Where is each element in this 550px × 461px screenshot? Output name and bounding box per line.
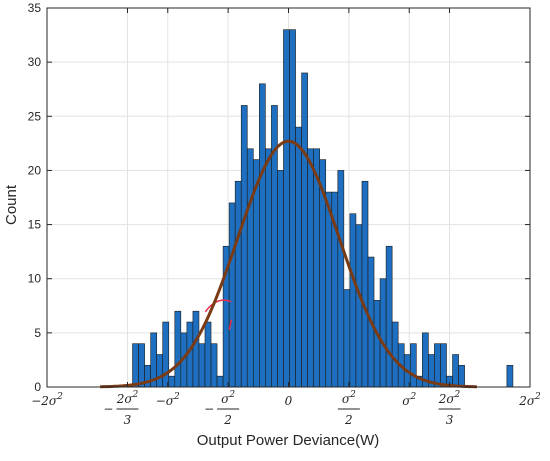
histogram-bar bbox=[283, 29, 290, 388]
histogram-bar bbox=[156, 354, 164, 388]
y-tick-label: 20 bbox=[28, 163, 42, 177]
histogram-bar bbox=[409, 343, 417, 388]
histogram-bar bbox=[434, 343, 441, 388]
x-tick-denominator: 3 bbox=[124, 413, 132, 427]
x-tick-denominator: 3 bbox=[446, 413, 454, 427]
histogram-bar bbox=[355, 224, 363, 388]
x-tick-label: 2σ2 3 bbox=[438, 390, 461, 427]
histogram-bar bbox=[349, 213, 357, 388]
x-tick-denominator: 2 bbox=[344, 413, 353, 427]
histogram-bar bbox=[174, 310, 182, 388]
fit-curve-layer bbox=[100, 139, 477, 389]
histogram-bar bbox=[132, 343, 139, 388]
histogram-bar bbox=[337, 170, 345, 388]
histogram-bars bbox=[132, 29, 514, 388]
normal-fit-curve bbox=[100, 139, 477, 389]
histogram-bar bbox=[234, 180, 242, 388]
x-tick-text: −σ2 bbox=[156, 392, 180, 408]
histogram-bar bbox=[325, 191, 333, 388]
histogram-bar bbox=[210, 343, 218, 388]
histogram-bar bbox=[259, 83, 266, 388]
histogram-bar bbox=[216, 375, 224, 388]
y-tick-label: 30 bbox=[28, 55, 42, 69]
annotation-marker bbox=[204, 299, 232, 313]
x-tick-denominator: 2 bbox=[223, 413, 232, 427]
x-tick-text: 0 bbox=[285, 394, 293, 408]
x-tick-label: −σ2 bbox=[156, 392, 180, 408]
histogram-bar bbox=[162, 321, 170, 388]
histogram-bar bbox=[228, 202, 236, 388]
x-tick-text: 2σ2 bbox=[518, 392, 541, 408]
x-tick-label: σ2 bbox=[402, 392, 416, 408]
histogram-bar bbox=[168, 375, 176, 388]
x-tick-sign: − bbox=[103, 402, 113, 416]
y-tick-label: 10 bbox=[28, 272, 42, 286]
histogram-bar bbox=[198, 343, 206, 388]
histogram-bar bbox=[379, 278, 387, 388]
y-tick-label: 25 bbox=[28, 109, 42, 123]
histogram-bar bbox=[391, 321, 399, 388]
y-axis-title: Count bbox=[3, 184, 20, 225]
histogram-bar bbox=[506, 365, 514, 388]
x-tick-label: −2σ2 3 bbox=[103, 390, 138, 427]
x-tick-text: σ2 bbox=[402, 392, 416, 408]
histogram-bar bbox=[301, 72, 308, 388]
histogram-bar bbox=[240, 105, 248, 388]
histogram-bar bbox=[361, 180, 369, 388]
histogram-bar bbox=[204, 321, 212, 388]
y-tick-labels: 0 5 10 15 20 25 30 35 bbox=[28, 1, 42, 394]
plot-frame bbox=[46, 7, 531, 388]
histogram-bar bbox=[343, 289, 351, 388]
x-tick-text: −2σ2 bbox=[31, 392, 63, 408]
histogram-bar bbox=[373, 300, 381, 388]
histogram-bar bbox=[458, 365, 465, 388]
histogram-bar bbox=[138, 343, 145, 388]
x-tick-numerator: 2σ2 bbox=[438, 390, 461, 406]
x-tick-sign: − bbox=[204, 402, 214, 416]
annotation-marker bbox=[228, 319, 233, 330]
y-tick-label: 35 bbox=[28, 1, 42, 15]
x-tick-label: −2σ2 bbox=[31, 392, 63, 408]
histogram-bar bbox=[385, 245, 393, 388]
y-tick-label: 15 bbox=[28, 218, 42, 232]
y-tick-label: 5 bbox=[34, 326, 41, 340]
x-tick-label: σ2 2 bbox=[337, 390, 360, 427]
histogram-bar bbox=[192, 310, 200, 388]
y-tick-label: 0 bbox=[34, 380, 41, 394]
histogram-bar bbox=[289, 29, 296, 388]
x-tick-label: −σ2 2 bbox=[204, 390, 240, 427]
histogram-bar bbox=[452, 354, 459, 388]
histogram-bar bbox=[295, 126, 302, 388]
x-tick-label: 0 bbox=[285, 394, 293, 408]
histogram-bar bbox=[277, 170, 284, 388]
histogram-bar bbox=[440, 343, 447, 388]
histogram-bar bbox=[265, 148, 272, 388]
x-tick-numerator: σ2 bbox=[221, 390, 235, 406]
histogram-bar bbox=[307, 148, 314, 388]
histogram-bar bbox=[246, 148, 254, 388]
x-tick-label: 2σ2 bbox=[518, 392, 541, 408]
x-tick-numerator: σ2 bbox=[342, 390, 356, 406]
x-tick-numerator: 2σ2 bbox=[116, 390, 139, 406]
x-axis-title: Output Power Deviance(W) bbox=[197, 432, 380, 449]
